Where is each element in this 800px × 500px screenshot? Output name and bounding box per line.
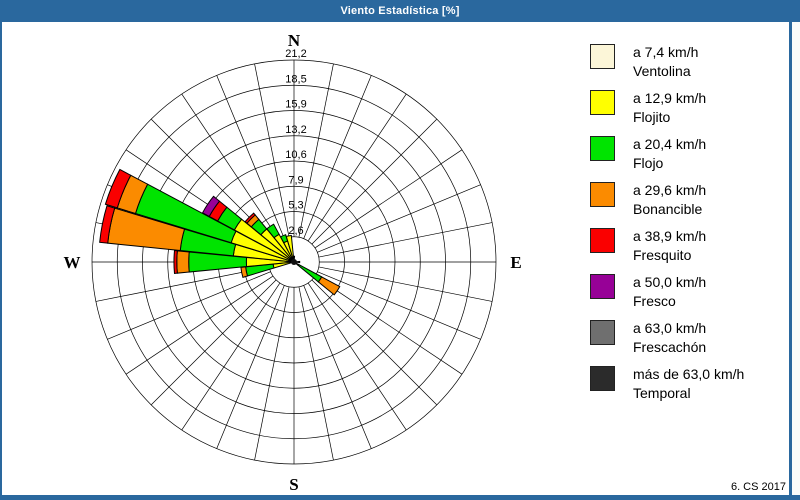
grid-spoke	[303, 285, 372, 449]
grid-spoke	[150, 279, 277, 406]
legend-label-temporal: más de 63,0 km/h Temporal	[633, 365, 744, 403]
legend-swatch-flojo	[590, 136, 615, 161]
ring-label-10,6: 10,6	[285, 149, 306, 161]
legend-item-bonancible: a 29,6 km/h Bonancible	[570, 181, 789, 227]
legend-label-frescachon: a 63,0 km/h Frescachón	[633, 319, 706, 357]
grid-spoke	[318, 266, 493, 302]
legend-name: Bonancible	[633, 201, 703, 217]
window-right-border	[789, 22, 792, 495]
compass-label-W: W	[64, 253, 81, 272]
legend-label-flojo: a 20,4 km/h Flojo	[633, 135, 706, 173]
rose-bar-326.25-flojo	[266, 223, 280, 239]
chart-area: 2,6 5,3 7,9 10,6 13,2 15,9 18,5 21,2 N E S W	[0, 22, 570, 495]
legend-name: Frescachón	[633, 339, 707, 355]
window-title: Viento Estadística [%]	[340, 5, 460, 17]
window-right-strip	[792, 22, 800, 495]
rose-bar-270-fresquito	[173, 250, 178, 274]
rose-bar-292.5-fresquito	[104, 168, 132, 209]
legend-label-fresco: a 50,0 km/h Fresco	[633, 273, 706, 311]
grid-spoke	[314, 149, 463, 249]
legend-name: Temporal	[633, 385, 691, 401]
legend-speed: más de 63,0 km/h	[633, 366, 745, 382]
grid-spoke	[317, 271, 481, 340]
legend-item-flojo: a 20,4 km/h Flojo	[570, 135, 789, 181]
grid-spoke	[314, 275, 463, 375]
legend-label-flojito: a 12,9 km/h Flojito	[633, 89, 706, 127]
rose-bar-270-bonancible	[176, 250, 190, 274]
grid-spoke	[181, 93, 281, 242]
legend-label-bonancible: a 29,6 km/h Bonancible	[633, 181, 706, 219]
title-bar[interactable]: Viento Estadística [%]	[0, 0, 800, 23]
rose-bar-123.75-flojo	[297, 263, 323, 283]
legend-speed: a 50,0 km/h	[633, 274, 707, 290]
rose-bar-123.75-bonancible	[317, 276, 341, 296]
rose-bar-303.75-fresco	[201, 195, 221, 218]
legend-speed: a 29,6 km/h	[633, 182, 707, 198]
grid-spoke	[303, 75, 372, 239]
grid-spoke	[298, 63, 334, 238]
legend-swatch-bonancible	[590, 182, 615, 207]
legend-item-ventolina: a 7,4 km/h Ventolina	[570, 43, 789, 89]
ring-label-21,2: 21,2	[285, 48, 306, 60]
ring-label-7,9: 7,9	[288, 174, 303, 186]
grid-spoke	[317, 184, 481, 253]
rose-center	[291, 259, 297, 265]
footer-credit: 6. CS 2017	[730, 481, 786, 493]
grid-spoke	[298, 286, 334, 461]
grid-spoke	[107, 271, 271, 340]
grid-spoke	[318, 222, 493, 258]
compass-label-S: S	[289, 475, 298, 494]
legend-label-ventolina: a 7,4 km/h Ventolina	[633, 43, 698, 81]
legend-item-fresco: a 50,0 km/h Fresco	[570, 273, 789, 319]
legend-item-temporal: más de 63,0 km/h Temporal	[570, 365, 789, 411]
ring-label-13,2: 13,2	[285, 124, 306, 136]
windrose-chart: 2,6 5,3 7,9 10,6 13,2 15,9 18,5 21,2N E S W	[64, 31, 522, 494]
legend-item-flojito: a 12,9 km/h Flojito	[570, 89, 789, 135]
grid-spoke	[254, 286, 290, 461]
compass-label-N: N	[288, 31, 301, 50]
legend-speed: a 38,9 km/h	[633, 228, 707, 244]
grid-spoke	[307, 93, 407, 242]
grid-spoke	[181, 282, 281, 431]
ring-label-2,6: 2,6	[288, 225, 303, 237]
legend-name: Fresquito	[633, 247, 692, 263]
ring-label-5,3: 5,3	[288, 200, 303, 212]
window-left-border	[0, 22, 2, 500]
legend-speed: a 7,4 km/h	[633, 44, 699, 60]
legend-speed: a 63,0 km/h	[633, 320, 707, 336]
legend-speed: a 20,4 km/h	[633, 136, 707, 152]
rose-bar-281.25-fresquito	[99, 205, 116, 244]
grid-spoke	[216, 75, 285, 239]
legend-swatch-temporal	[590, 366, 615, 391]
legend-speed: a 12,9 km/h	[633, 90, 707, 106]
grid-spoke	[95, 266, 270, 302]
legend-name: Flojito	[633, 109, 671, 125]
grid-spoke	[311, 279, 438, 406]
legend: a 7,4 km/h Ventolina a 12,9 km/h Flojito a 2…	[570, 22, 789, 495]
legend-name: Fresco	[633, 293, 676, 309]
legend-item-frescachon: a 63,0 km/h Frescachón	[570, 319, 789, 365]
legend-name: Flojo	[633, 155, 664, 171]
grid-spoke	[311, 118, 438, 245]
ring-label-18,5: 18,5	[285, 73, 306, 85]
rose-bar-315-fresquito	[244, 212, 256, 224]
legend-swatch-fresquito	[590, 228, 615, 253]
ring-label-15,9: 15,9	[285, 99, 306, 111]
legend-swatch-ventolina	[590, 44, 615, 69]
compass-label-E: E	[510, 253, 521, 272]
grid-spoke	[254, 63, 290, 238]
grid-spoke	[125, 275, 274, 375]
legend-swatch-flojito	[590, 90, 615, 115]
legend-swatch-frescachon	[590, 320, 615, 345]
legend-swatch-fresco	[590, 274, 615, 299]
legend-label-fresquito: a 38,9 km/h Fresquito	[633, 227, 706, 265]
window-bottom-border	[0, 495, 800, 500]
grid-spoke	[216, 285, 285, 449]
grid-spoke	[307, 282, 407, 431]
legend-name: Ventolina	[633, 63, 691, 79]
rose-bar-337.5-flojo	[279, 234, 289, 244]
legend-item-fresquito: a 38,9 km/h Fresquito	[570, 227, 789, 273]
